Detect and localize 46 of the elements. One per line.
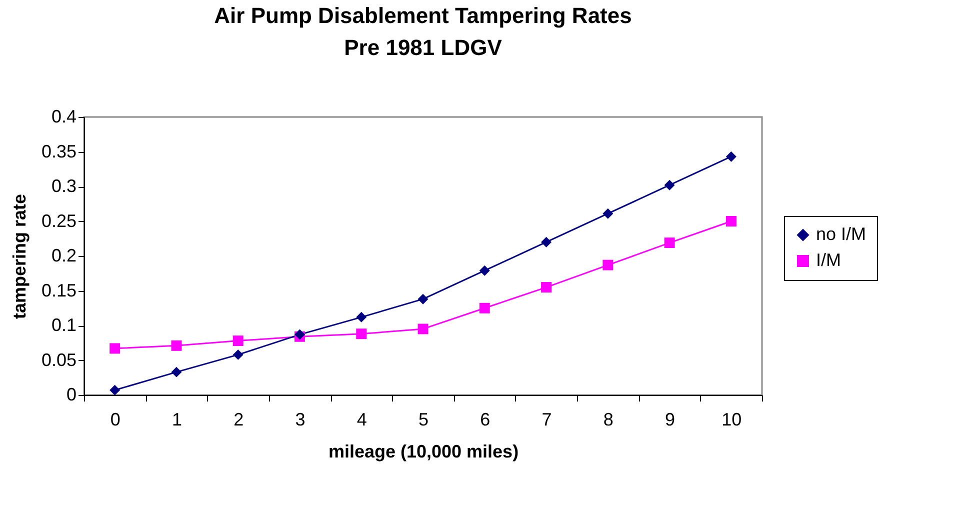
chart-title: Air Pump Disablement Tampering Rates: [214, 3, 632, 28]
point: [479, 302, 490, 314]
y-tick-label: 0.35: [41, 141, 76, 162]
y-tick-label: 0.3: [51, 176, 76, 196]
y-tick-label: 0.1: [51, 315, 76, 335]
point: [110, 343, 120, 354]
x-tick-label: 1: [172, 410, 182, 430]
chart-subtitle: Pre 1981 LDGV: [344, 35, 502, 60]
x-tick-label: 5: [418, 410, 429, 430]
point: [726, 216, 736, 226]
point: [232, 336, 244, 346]
point: [232, 349, 244, 360]
y-axis-title: tampering rate: [9, 194, 30, 320]
point: [541, 236, 552, 248]
x-tick-label: 6: [480, 410, 490, 430]
point: [356, 328, 367, 340]
y-tick-label: 0.15: [41, 280, 76, 300]
point: [171, 340, 182, 351]
y-tick-label: 0: [66, 384, 76, 404]
y-tick-label: 0.05: [41, 350, 76, 370]
x-axis-title: mileage (10,000 miles): [328, 442, 519, 462]
point: [602, 260, 614, 270]
point: [664, 180, 675, 190]
point: [602, 208, 614, 219]
point: [418, 324, 428, 334]
x-tick-label: 10: [722, 410, 742, 430]
point: [356, 312, 367, 322]
x-tick-label: 8: [603, 410, 614, 430]
point: [726, 151, 736, 162]
x-tick-label: 4: [356, 410, 367, 430]
y-tick-label: 0.4: [51, 106, 76, 126]
point: [418, 294, 428, 304]
x-tick-label: 9: [665, 410, 676, 430]
point: [110, 384, 120, 396]
x-tick-label: 3: [295, 410, 306, 430]
point: [479, 265, 490, 276]
x-tick-label: 7: [542, 410, 552, 430]
y-tick-label: 0.2: [51, 246, 76, 266]
x-tick-label: 2: [234, 410, 244, 430]
legend-label: I/M: [816, 250, 841, 270]
x-tick-label: 0: [110, 410, 120, 430]
point: [664, 238, 675, 248]
point: [171, 366, 182, 378]
legend-label: no I/M: [816, 224, 866, 244]
point: [541, 282, 552, 293]
y-tick-label: 0.25: [41, 210, 76, 231]
